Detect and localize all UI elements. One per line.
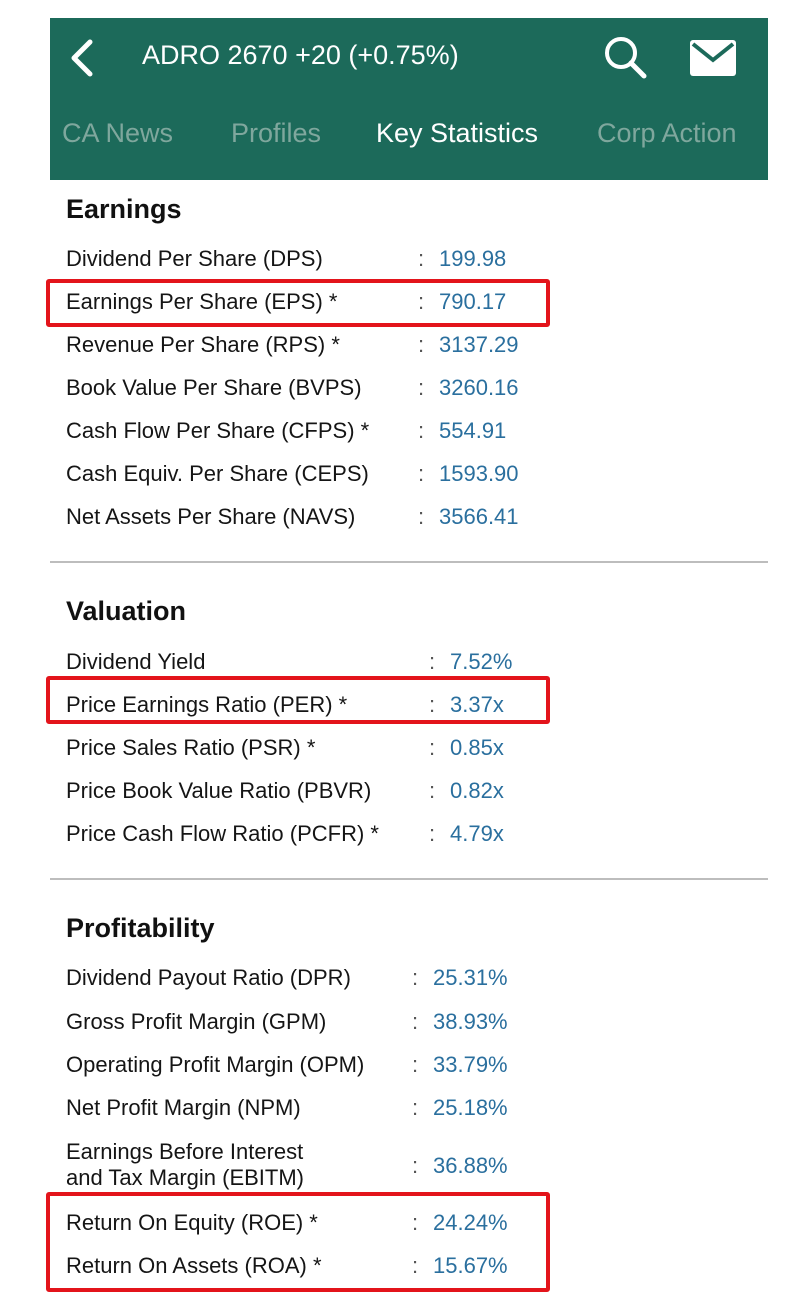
stat-value: 15.67%	[433, 1253, 508, 1278]
stat-label: Cash Equiv. Per Share (CEPS)	[66, 461, 369, 486]
mail-icon[interactable]	[688, 38, 738, 78]
stat-row: Earnings Per Share (EPS) * : 790.17	[66, 289, 766, 325]
stat-label: Earnings Before Interest and Tax Margin …	[66, 1139, 304, 1191]
stat-row: Book Value Per Share (BVPS) : 3260.16	[66, 375, 766, 411]
separator: :	[418, 418, 425, 443]
stat-value: 33.79%	[433, 1052, 508, 1077]
stat-row: Dividend Payout Ratio (DPR) : 25.31%	[66, 965, 766, 1001]
separator: :	[412, 1253, 419, 1278]
stat-label: Dividend Per Share (DPS)	[66, 246, 323, 271]
stat-label-line: and Tax Margin (EBITM)	[66, 1165, 305, 1190]
stat-value: 554.91	[439, 418, 507, 443]
separator: :	[418, 375, 425, 400]
tab-key-statistics[interactable]: Key Statistics	[376, 118, 539, 148]
stat-label: Return On Equity (ROE) *	[66, 1210, 318, 1235]
section-divider	[50, 561, 768, 563]
stat-value: 3260.16	[439, 375, 519, 400]
stat-label: Earnings Per Share (EPS) *	[66, 289, 338, 314]
stat-label: Net Assets Per Share (NAVS)	[66, 504, 356, 529]
stat-row: Price Book Value Ratio (PBVR) : 0.82x	[66, 778, 766, 814]
stat-value: 199.98	[439, 246, 507, 271]
app-header: ADRO 2670 +20 (+0.75%) CA News Profiles …	[50, 18, 768, 180]
stat-label: Book Value Per Share (BVPS)	[66, 375, 362, 400]
stat-row: Price Cash Flow Ratio (PCFR) * : 4.79x	[66, 821, 766, 857]
separator: :	[412, 1153, 419, 1178]
stat-value: 0.85x	[450, 735, 504, 760]
separator: :	[418, 289, 425, 314]
separator: :	[418, 504, 425, 529]
stat-row: Price Earnings Ratio (PER) * : 3.37x	[66, 692, 766, 728]
separator: :	[429, 735, 436, 760]
stat-row: Earnings Before Interest and Tax Margin …	[66, 1139, 766, 1195]
separator: :	[429, 821, 436, 846]
stat-label: Price Sales Ratio (PSR) *	[66, 735, 316, 760]
stat-label: Price Earnings Ratio (PER) *	[66, 692, 348, 717]
stat-value: 4.79x	[450, 821, 504, 846]
stat-row: Cash Equiv. Per Share (CEPS) : 1593.90	[66, 461, 766, 497]
stat-value: 7.52%	[450, 649, 513, 674]
separator: :	[429, 778, 436, 803]
section-divider	[50, 878, 768, 880]
stat-value: 3137.29	[439, 332, 519, 357]
stat-row: Dividend Per Share (DPS) : 199.98	[66, 246, 766, 282]
tab-bar: CA News Profiles Key Statistics Corp Act…	[50, 118, 768, 164]
separator: :	[412, 1009, 419, 1034]
stat-value: 38.93%	[433, 1009, 508, 1034]
separator: :	[418, 332, 425, 357]
stat-value: 36.88%	[433, 1153, 508, 1178]
stat-value: 25.31%	[433, 965, 508, 990]
search-icon[interactable]	[600, 32, 650, 82]
stat-label: Operating Profit Margin (OPM)	[66, 1052, 365, 1077]
stat-label: Dividend Payout Ratio (DPR)	[66, 965, 351, 990]
stat-label: Net Profit Margin (NPM)	[66, 1095, 301, 1120]
stat-row: Price Sales Ratio (PSR) * : 0.85x	[66, 735, 766, 771]
stat-label: Price Cash Flow Ratio (PCFR) *	[66, 821, 379, 846]
stat-value: 25.18%	[433, 1095, 508, 1120]
section-title-earnings: Earnings	[66, 194, 182, 224]
highlight-box-eps	[46, 279, 550, 327]
stat-value: 24.24%	[433, 1210, 508, 1235]
separator: :	[412, 965, 419, 990]
stat-label: Dividend Yield	[66, 649, 206, 674]
stat-label: Return On Assets (ROA) *	[66, 1253, 322, 1278]
separator: :	[418, 461, 425, 486]
stat-value: 3.37x	[450, 692, 504, 717]
tab-profiles[interactable]: Profiles	[231, 118, 322, 148]
stat-value: 0.82x	[450, 778, 504, 803]
section-title-valuation: Valuation	[66, 596, 187, 626]
stat-row: Cash Flow Per Share (CFPS) * : 554.91	[66, 418, 766, 454]
stat-row: Dividend Yield : 7.52%	[66, 649, 766, 685]
stat-label-line: Earnings Before Interest	[66, 1139, 304, 1164]
separator: :	[412, 1052, 419, 1077]
highlight-box-per	[46, 676, 550, 724]
stat-label: Price Book Value Ratio (PBVR)	[66, 778, 372, 803]
separator: :	[429, 649, 436, 674]
section-title-profitability: Profitability	[66, 913, 215, 943]
separator: :	[412, 1095, 419, 1120]
highlight-box-roe-roa	[46, 1192, 550, 1292]
chevron-left-icon[interactable]	[64, 36, 100, 80]
separator: :	[418, 246, 425, 271]
stat-value: 3566.41	[439, 504, 519, 529]
stat-row: Operating Profit Margin (OPM) : 33.79%	[66, 1052, 766, 1088]
stat-label: Gross Profit Margin (GPM)	[66, 1009, 327, 1034]
separator: :	[412, 1210, 419, 1235]
stat-row: Return On Assets (ROA) * : 15.67%	[66, 1253, 766, 1289]
stat-row: Revenue Per Share (RPS) * : 3137.29	[66, 332, 766, 368]
stat-value: 1593.90	[439, 461, 519, 486]
stat-row: Net Profit Margin (NPM) : 25.18%	[66, 1095, 766, 1131]
stat-label: Cash Flow Per Share (CFPS) *	[66, 418, 370, 443]
stat-row: Net Assets Per Share (NAVS) : 3566.41	[66, 504, 766, 540]
tab-corp-action[interactable]: Corp Action	[597, 118, 737, 148]
separator: :	[429, 692, 436, 717]
stock-title: ADRO 2670 +20 (+0.75%)	[142, 40, 459, 70]
stat-label: Revenue Per Share (RPS) *	[66, 332, 340, 357]
tab-ca-news[interactable]: CA News	[62, 118, 174, 148]
stat-row: Return On Equity (ROE) * : 24.24%	[66, 1210, 766, 1246]
stat-value: 790.17	[439, 289, 507, 314]
stat-row: Gross Profit Margin (GPM) : 38.93%	[66, 1009, 766, 1045]
